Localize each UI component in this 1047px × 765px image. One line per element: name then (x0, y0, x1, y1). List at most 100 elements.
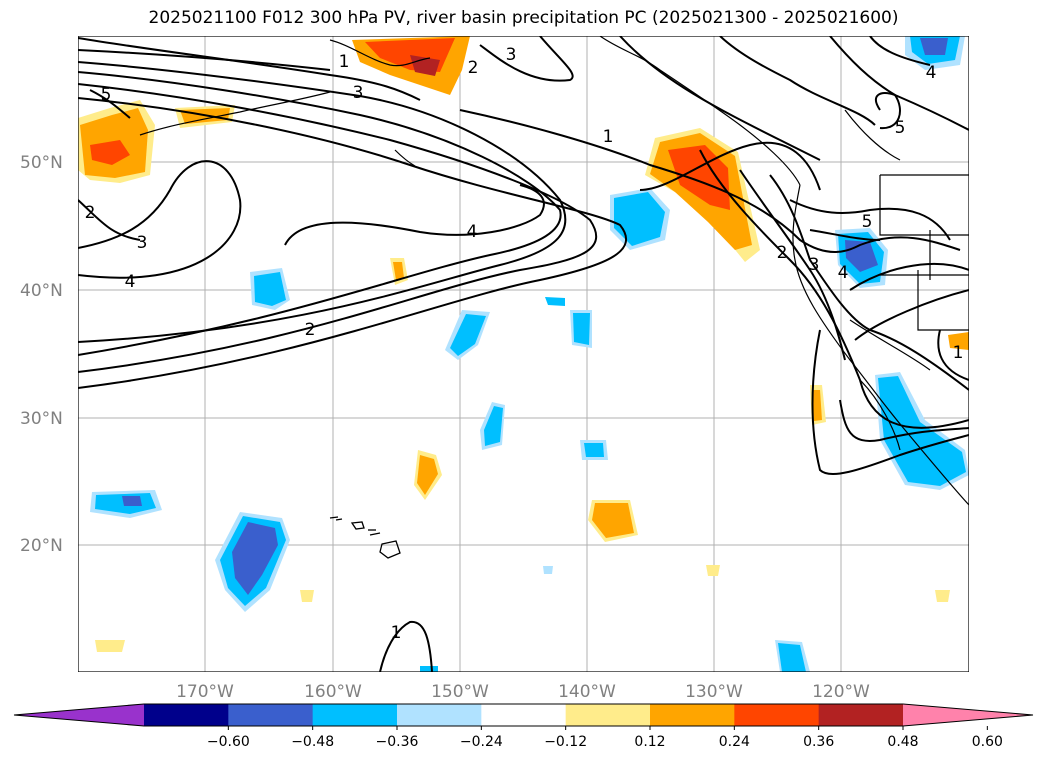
coastline (859, 379, 901, 451)
shade-negative (420, 666, 438, 672)
coastline (329, 39, 431, 67)
pv-contour (937, 329, 969, 381)
country-border (849, 319, 931, 371)
coastline (139, 91, 331, 136)
lat-label: 50°N (20, 153, 63, 173)
colorbar-tick-label: 0.24 (719, 734, 750, 750)
pv-contour (809, 229, 881, 241)
pv-contour (639, 141, 821, 191)
contour-label: 4 (467, 222, 478, 242)
pv-contour (78, 160, 242, 279)
colorbar-tick-label: 0.36 (803, 734, 834, 750)
island (369, 532, 381, 536)
colorbar-tick-label: −0.48 (291, 734, 334, 750)
colorbar-tick-label: −0.12 (544, 734, 587, 750)
contour-label: 1 (953, 343, 964, 363)
contour-label: 3 (506, 45, 517, 65)
pv-contour (284, 184, 545, 246)
colorbar-tick-label: −0.36 (376, 734, 419, 750)
pv-contour (875, 92, 901, 130)
lon-label: 150°W (431, 682, 489, 702)
shade-negative (778, 643, 806, 672)
shade-negative (254, 272, 286, 306)
shade-negative (614, 192, 665, 246)
shade-positive (935, 590, 950, 602)
colorbar-segment (228, 704, 314, 726)
pv-contour (78, 199, 141, 241)
pv-contour (869, 36, 931, 66)
lat-label: 40°N (20, 281, 63, 301)
pv-contour (78, 71, 562, 356)
contour-label: 1 (603, 127, 614, 147)
shade-negative (484, 406, 503, 446)
lon-label: 160°W (304, 682, 362, 702)
colorbar-segment (481, 704, 567, 726)
lon-label: 120°W (812, 682, 870, 702)
colorbar-segment (565, 704, 651, 726)
shade-negative (450, 314, 486, 356)
contour-label: 3 (809, 255, 820, 275)
shade-positive (592, 503, 634, 538)
pv-contour (699, 149, 969, 429)
colorbar-outline (13, 703, 1034, 727)
lat-label: 30°N (20, 409, 63, 429)
shade-positive (417, 455, 438, 495)
shade-negative (584, 443, 604, 457)
pv-contour (789, 199, 951, 241)
pv-contour (479, 36, 574, 82)
island (379, 540, 401, 559)
lon-label: 140°W (558, 682, 616, 702)
country-border (879, 175, 969, 236)
shade-negative (232, 522, 278, 595)
shade-positive (706, 565, 720, 576)
shade-positive (95, 640, 125, 652)
island (335, 518, 343, 521)
longitude-labels: 170°W 160°W 150°W 140°W 130°W 120°W (176, 682, 870, 702)
colorbar-tick-label: 0.48 (887, 734, 918, 750)
coastline (394, 149, 416, 167)
colorbar-tick-label: 0.60 (972, 734, 1003, 750)
hawaiian-islands (329, 516, 401, 559)
contour-label: 4 (926, 63, 937, 83)
contour-label: 5 (101, 85, 112, 105)
contour-label: 1 (391, 623, 402, 643)
pv-contour (89, 89, 131, 119)
coastlines (139, 36, 969, 506)
shade-negative (543, 566, 553, 574)
shade-negative (545, 297, 565, 306)
contour-label: 2 (85, 203, 96, 223)
lon-label: 130°W (685, 682, 743, 702)
contour-label: 5 (862, 212, 873, 232)
shade-positive (393, 262, 404, 280)
pv-contour (811, 329, 969, 476)
pv-contour (854, 289, 969, 341)
lon-label: 170°W (176, 682, 234, 702)
country-border (844, 109, 901, 161)
shade-negative (573, 313, 590, 345)
map-title: 2025021100 F012 300 hPa PV, river basin … (148, 8, 899, 28)
pv-contour (379, 620, 433, 672)
shade-positive (668, 145, 730, 210)
country-border (917, 270, 969, 331)
contour-label: 4 (838, 263, 849, 283)
pv-contour (78, 83, 597, 373)
contour-label: 5 (895, 118, 906, 138)
colorbar-segment (650, 704, 735, 726)
contour-label: 4 (125, 272, 136, 292)
colorbar-tick-label: −0.60 (207, 734, 250, 750)
shade-positive (300, 590, 314, 602)
pv-contour (78, 49, 331, 71)
pv-contour (619, 36, 821, 161)
pv-contour (719, 36, 876, 126)
latitude-labels: 50°N 40°N 30°N 20°N (20, 153, 63, 556)
contour-label: 3 (353, 83, 364, 103)
colorbar-tick-label: 0.12 (634, 734, 665, 750)
colorbar-tick-label: −0.24 (460, 734, 503, 750)
contour-label: 3 (137, 233, 148, 253)
colorbar: −0.60 −0.48 −0.36 −0.24 −0.12 0.12 0.24 0.36 0.4… (13, 703, 1034, 750)
pv-contour (459, 109, 961, 253)
pv-contour (78, 97, 627, 389)
colorbar-segment (734, 704, 820, 726)
contour-label: 1 (339, 52, 350, 72)
